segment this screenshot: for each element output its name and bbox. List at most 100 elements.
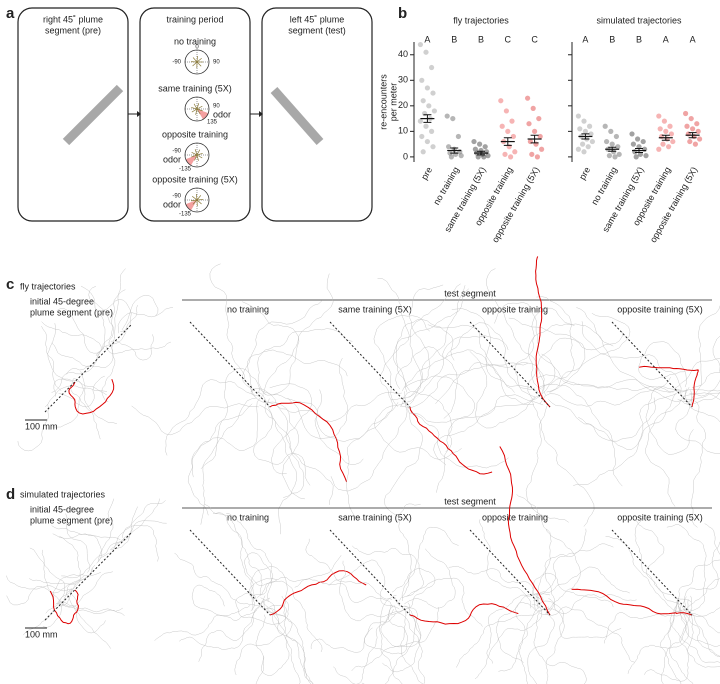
dial-label: -90 [172, 60, 181, 66]
label: plume segment (pre) [30, 307, 113, 317]
trajectory [400, 608, 424, 684]
trajectory [525, 406, 569, 523]
point [498, 98, 504, 104]
trajectory [269, 383, 312, 475]
point [431, 108, 437, 114]
trajectory [541, 353, 674, 393]
trajectory [17, 404, 49, 452]
point [534, 154, 541, 160]
trajectory [474, 604, 543, 680]
trajectory [545, 598, 565, 684]
point [608, 128, 614, 134]
trajectory [532, 402, 595, 527]
trajectory [191, 394, 265, 478]
trajectory [66, 593, 112, 649]
trajectory [253, 404, 311, 486]
group-letter: B [609, 34, 615, 44]
trajectory [191, 584, 251, 616]
trajectory [393, 605, 426, 684]
trajectory [346, 402, 399, 520]
point [643, 153, 649, 159]
point [422, 110, 428, 117]
label: same training (5X) [338, 304, 412, 314]
trajectory [645, 386, 690, 507]
trajectory [401, 577, 483, 627]
trajectory [682, 335, 720, 398]
trajectory [234, 604, 287, 676]
trajectory [498, 602, 549, 672]
point [509, 118, 515, 124]
point [688, 115, 694, 122]
fly-heading [191, 108, 198, 113]
x-tick-label: opposite training (5X) [490, 165, 541, 244]
point [417, 118, 423, 124]
x-tick-label: no training [589, 165, 619, 206]
point [424, 138, 430, 145]
label: 100 mm [25, 629, 58, 639]
point [458, 153, 464, 159]
trajectory [287, 397, 394, 442]
label: right 45˚ plume [43, 14, 103, 24]
trajectory [263, 273, 334, 394]
fly-heading [196, 154, 203, 159]
point [616, 151, 622, 157]
trajectory [339, 560, 405, 622]
trajectory [533, 612, 587, 684]
point [588, 131, 594, 137]
trajectory [105, 341, 171, 355]
trajectory [258, 388, 364, 465]
point [687, 138, 693, 145]
plume-line [44, 323, 133, 413]
error-bar [661, 134, 670, 141]
trajectory [110, 520, 167, 551]
point [429, 64, 435, 71]
trajectory [627, 601, 689, 674]
fly-heading [196, 154, 199, 161]
point [420, 98, 426, 104]
point [446, 144, 452, 150]
point [582, 128, 589, 134]
trajectory-highlight [269, 401, 348, 483]
group-letter: A [424, 34, 430, 44]
label: no training [227, 304, 269, 314]
trajectory [41, 549, 76, 594]
point [530, 105, 536, 111]
trajectory [352, 545, 417, 602]
point [502, 151, 508, 157]
trajectory [361, 602, 416, 684]
point [448, 154, 454, 160]
point [503, 108, 509, 114]
trajectory [226, 513, 274, 597]
group-letter: A [690, 34, 696, 44]
error-bar [450, 147, 459, 154]
point [656, 146, 662, 152]
point [581, 149, 587, 155]
trajectory [51, 351, 101, 393]
trajectory [330, 391, 408, 492]
trajectory [545, 606, 635, 663]
trajectory [41, 325, 62, 391]
trajectory [684, 523, 720, 611]
trajectory [682, 541, 720, 604]
trajectory [379, 594, 403, 684]
trajectory [204, 504, 263, 596]
trajectory [255, 614, 266, 684]
arrow-head [137, 111, 141, 117]
group-letter: B [451, 34, 457, 44]
trajectory [677, 605, 720, 647]
point [690, 126, 696, 132]
trajectory [187, 403, 253, 516]
y-tick-label: 20 [398, 100, 408, 110]
trajectory [267, 398, 297, 535]
trajectory [380, 605, 439, 647]
trajectory [111, 498, 160, 549]
y-axis-label: re-encounters [378, 74, 388, 130]
error-bar [530, 134, 539, 144]
trajectory-highlight [499, 446, 551, 616]
arrow-head [259, 111, 263, 117]
fly-heading [196, 61, 202, 67]
trajectory [53, 378, 107, 397]
label: c [6, 276, 14, 293]
plume-line [329, 529, 411, 616]
